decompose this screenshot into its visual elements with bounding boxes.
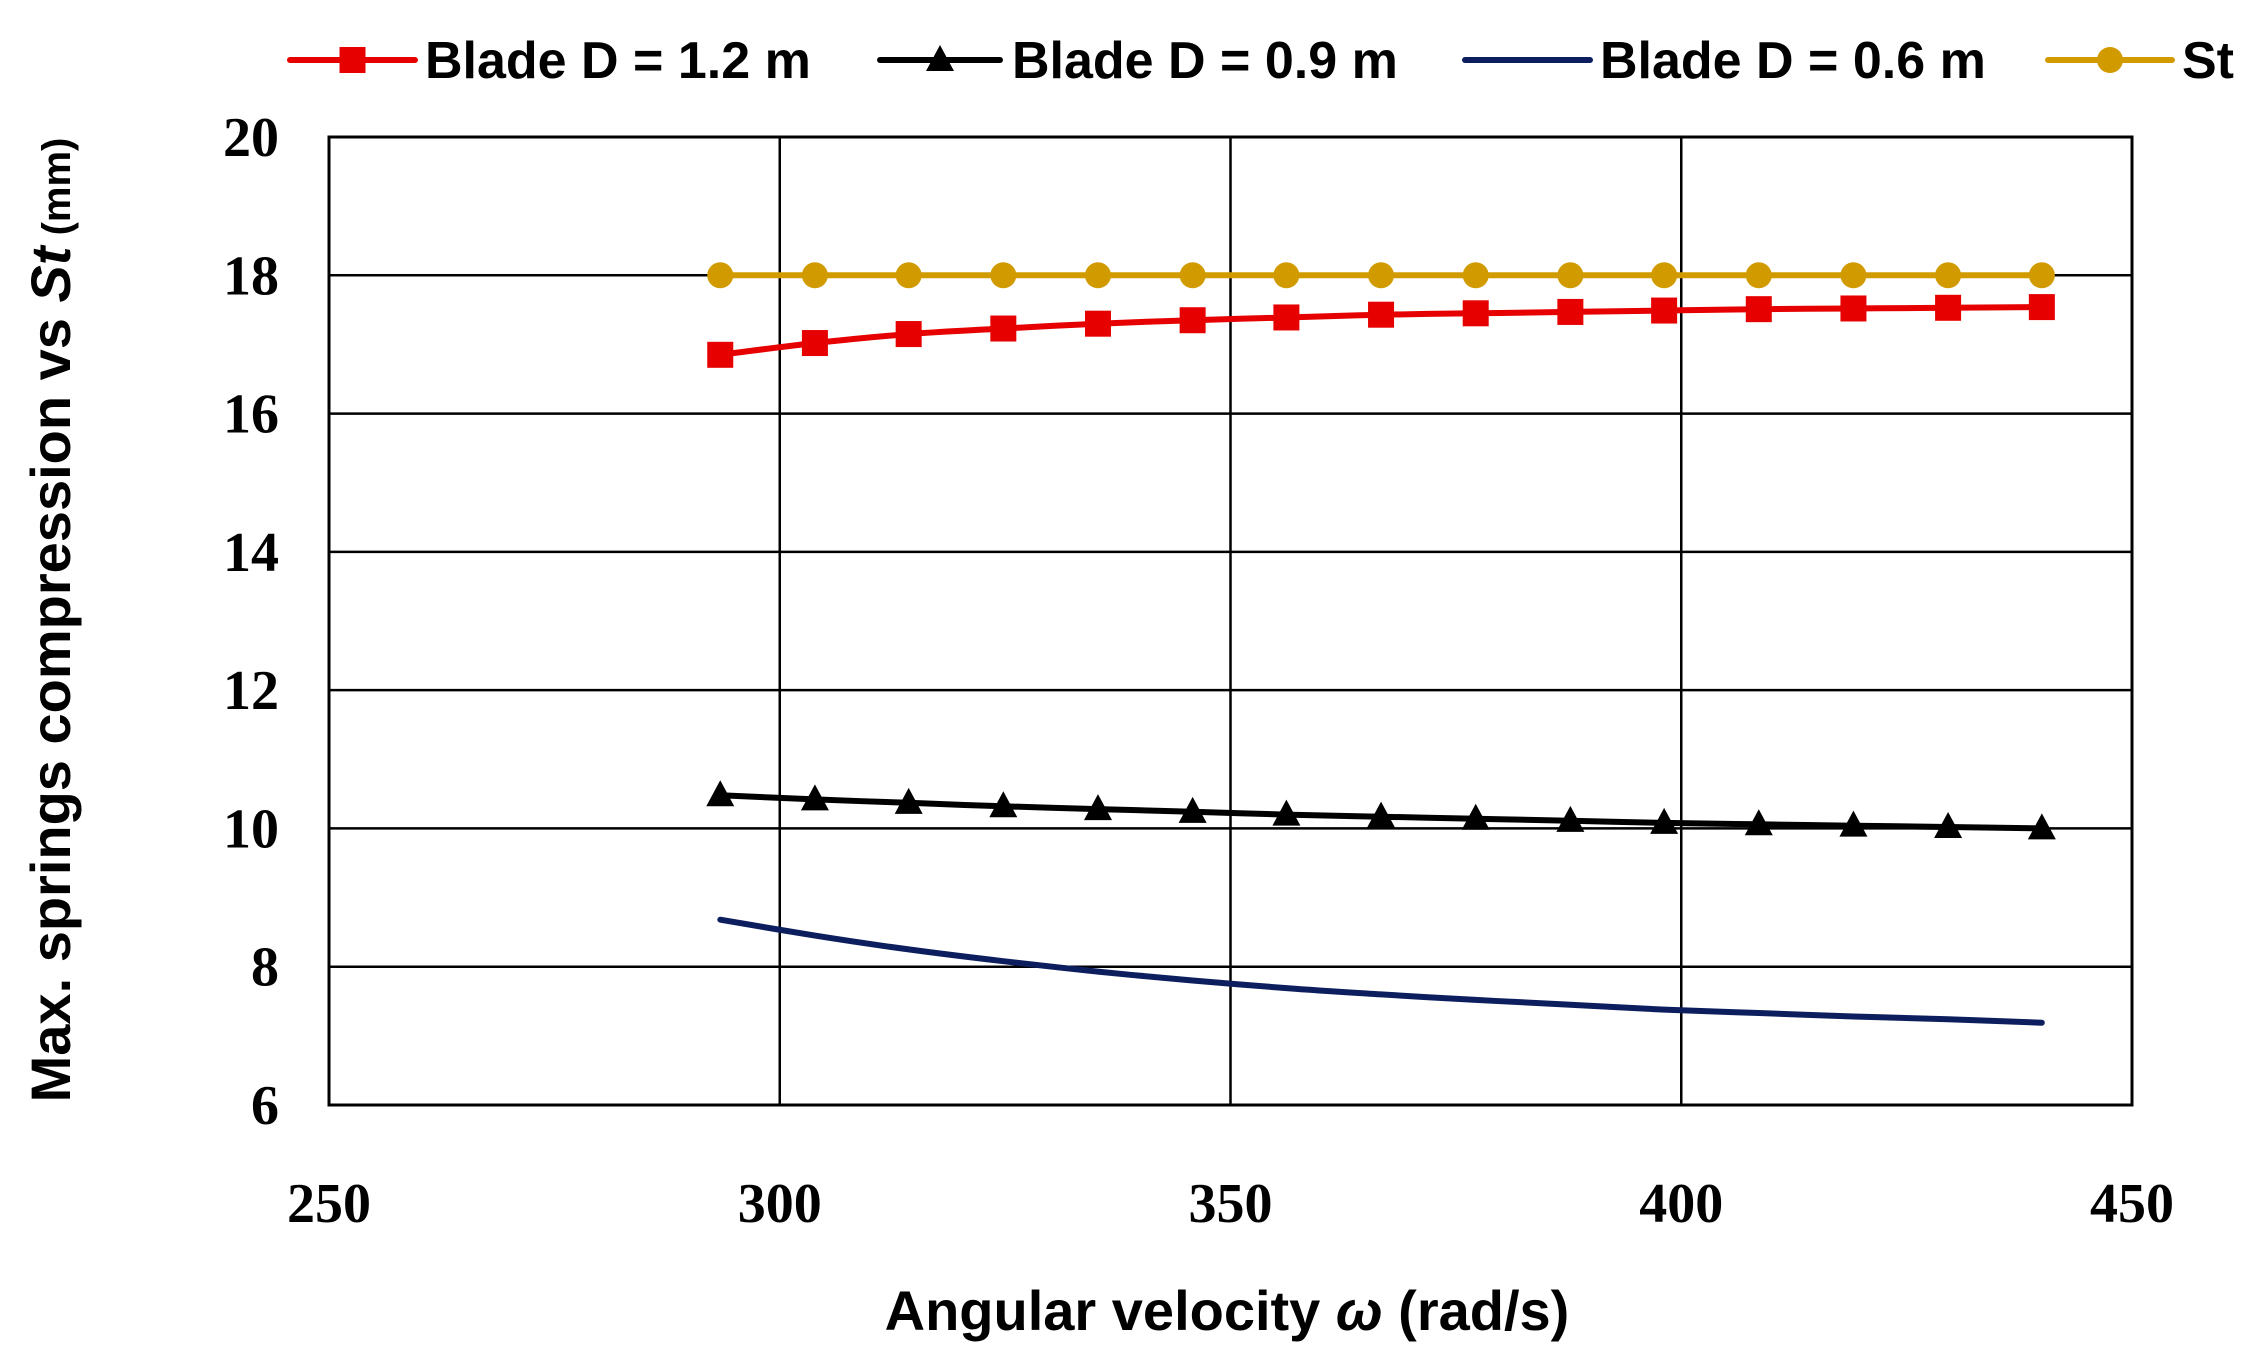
series-line bbox=[717, 916, 2045, 1026]
data-point bbox=[2028, 294, 2055, 321]
data-point bbox=[1840, 295, 1867, 322]
legend-marker bbox=[339, 47, 366, 73]
data-point bbox=[1744, 809, 1773, 836]
data-point bbox=[800, 784, 829, 811]
data-point bbox=[1179, 262, 1206, 289]
legend-entry: Blade D = 1.2 m bbox=[287, 32, 811, 90]
data-point bbox=[1083, 794, 1112, 821]
y-tick-label: 20 bbox=[223, 107, 279, 169]
data-point bbox=[2027, 813, 2056, 840]
data-point bbox=[1745, 296, 1772, 323]
data-point bbox=[1368, 301, 1395, 328]
data-point bbox=[1273, 262, 1300, 289]
data-point bbox=[1557, 298, 1584, 325]
tick-labels: 6 8 10 12 14 16 18 20 250 300 350 400 450 bbox=[223, 107, 2174, 1235]
series-blade-d-1-2-m bbox=[707, 294, 2055, 368]
x-tick-label: 450 bbox=[2090, 1173, 2174, 1235]
data-point bbox=[989, 791, 1018, 818]
data-point bbox=[707, 262, 734, 289]
data-point bbox=[1557, 262, 1584, 289]
data-point bbox=[1462, 300, 1489, 327]
series-layer bbox=[706, 262, 2056, 1026]
y-axis-title: Max. springs compression vs St (mm) bbox=[19, 138, 82, 1103]
data-point bbox=[1273, 304, 1300, 331]
data-point bbox=[707, 341, 734, 368]
data-point bbox=[990, 262, 1017, 289]
x-tick-label: 250 bbox=[287, 1173, 371, 1235]
data-point bbox=[1084, 262, 1111, 289]
data-point bbox=[1461, 803, 1490, 830]
data-point bbox=[894, 787, 923, 814]
data-point bbox=[1462, 262, 1489, 289]
data-point bbox=[1651, 262, 1678, 289]
data-point bbox=[1935, 262, 1962, 289]
legend-entry: St bbox=[2045, 32, 2234, 90]
x-tick-label: 300 bbox=[738, 1173, 822, 1235]
y-tick-label: 6 bbox=[251, 1075, 279, 1137]
data-point bbox=[1935, 294, 1962, 321]
legend-entry: Blade D = 0.9 m bbox=[877, 32, 1398, 90]
data-point bbox=[1839, 810, 1868, 837]
data-point bbox=[2028, 262, 2055, 289]
grid-lines bbox=[327, 135, 2134, 1107]
legend-marker bbox=[926, 45, 954, 71]
legend-marker bbox=[2097, 47, 2123, 73]
data-point bbox=[1745, 262, 1772, 289]
y-tick-label: 12 bbox=[223, 660, 279, 722]
y-tick-label: 8 bbox=[251, 937, 279, 999]
x-tick-label: 400 bbox=[1639, 1173, 1723, 1235]
x-axis-title: Angular velocity ω (rad/s) bbox=[885, 1279, 1570, 1342]
data-point bbox=[990, 315, 1017, 342]
data-point bbox=[895, 321, 922, 348]
legend-label: Blade D = 0.9 m bbox=[1012, 32, 1398, 90]
data-point bbox=[1651, 297, 1678, 324]
legend: Blade D = 1.2 m Blade D = 0.9 m Blade D = … bbox=[287, 32, 2234, 90]
data-point bbox=[1272, 799, 1301, 826]
data-point bbox=[706, 780, 735, 807]
data-point bbox=[1556, 805, 1585, 832]
x-tick-label: 350 bbox=[1189, 1173, 1273, 1235]
data-point bbox=[1934, 812, 1963, 839]
data-point bbox=[1084, 310, 1111, 337]
series-st bbox=[707, 262, 2055, 289]
series-blade-d-0-6-m bbox=[717, 916, 2045, 1026]
data-point bbox=[1650, 807, 1679, 834]
data-point bbox=[801, 330, 828, 357]
legend-entry: Blade D = 0.6 m bbox=[1462, 32, 1986, 90]
data-point bbox=[1178, 796, 1207, 823]
legend-label: St bbox=[2182, 32, 2234, 90]
y-tick-label: 14 bbox=[223, 522, 279, 584]
y-tick-label: 16 bbox=[223, 384, 279, 446]
data-point bbox=[1179, 307, 1206, 334]
data-point bbox=[1368, 262, 1395, 289]
legend-label: Blade D = 0.6 m bbox=[1600, 32, 1986, 90]
data-point bbox=[1840, 262, 1867, 289]
series-blade-d-0-9-m bbox=[706, 780, 2056, 840]
data-point bbox=[1367, 801, 1396, 828]
legend-label: Blade D = 1.2 m bbox=[425, 32, 811, 90]
y-tick-label: 18 bbox=[223, 245, 279, 307]
data-point bbox=[801, 262, 828, 289]
data-point bbox=[895, 262, 922, 289]
y-tick-label: 10 bbox=[223, 798, 279, 860]
